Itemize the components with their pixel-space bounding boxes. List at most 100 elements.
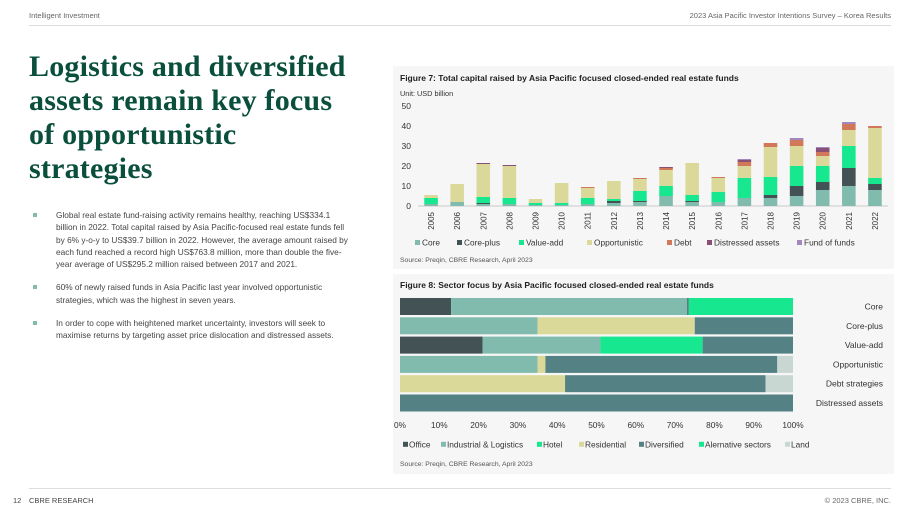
bar-segment bbox=[763, 198, 778, 206]
bar-segment bbox=[502, 166, 517, 198]
bar-segment bbox=[400, 394, 793, 412]
bar-segment bbox=[815, 166, 830, 182]
bar-segment bbox=[633, 178, 647, 179]
bar-segment bbox=[815, 190, 830, 206]
page-number: 12 bbox=[13, 496, 22, 505]
bar-segment bbox=[502, 165, 517, 166]
footer-divider bbox=[29, 488, 891, 489]
legend-label: Core bbox=[422, 238, 440, 248]
legend-swatch bbox=[785, 441, 790, 447]
x-tick-label: 80% bbox=[706, 420, 723, 430]
bar-segment bbox=[607, 203, 621, 206]
bar-segment bbox=[659, 168, 673, 170]
bar-segment bbox=[537, 317, 695, 335]
x-tick-label: 20% bbox=[470, 420, 487, 430]
bar-segment bbox=[424, 195, 438, 198]
bar-segment bbox=[580, 188, 595, 198]
bar-segment bbox=[476, 204, 491, 206]
bar-segment bbox=[737, 178, 752, 198]
x-tick-label: 2014 bbox=[662, 211, 671, 229]
figure-7-source: Source: Preqin, CBRE Research, April 202… bbox=[400, 257, 533, 264]
legend-label: Debt bbox=[674, 238, 692, 248]
x-tick-label: 0% bbox=[394, 420, 407, 430]
legend-swatch bbox=[587, 240, 592, 245]
bullet-item: In order to cope with heightened market … bbox=[33, 317, 353, 342]
bar-segment bbox=[424, 204, 438, 206]
x-tick-label: 2005 bbox=[427, 211, 436, 229]
bullet-item: 60% of newly raised funds in Asia Pacifi… bbox=[33, 281, 353, 306]
bar-segment bbox=[659, 170, 673, 186]
footer-brand: CBRE RESEARCH bbox=[29, 496, 94, 505]
bar-segment bbox=[842, 186, 856, 206]
bar-segment bbox=[659, 186, 673, 196]
bar-segment bbox=[868, 190, 882, 206]
legend-label: Distressed assets bbox=[714, 238, 779, 248]
legend-swatch bbox=[457, 240, 462, 245]
legend-swatch bbox=[579, 441, 584, 447]
bar-segment bbox=[711, 192, 726, 202]
y-tick-label: 30 bbox=[402, 141, 412, 151]
legend-swatch bbox=[537, 441, 542, 447]
bar-segment bbox=[565, 375, 766, 393]
bar-segment bbox=[842, 168, 856, 186]
header-divider bbox=[29, 25, 891, 26]
bar-segment bbox=[711, 178, 726, 192]
category-label: Core bbox=[865, 302, 884, 312]
bar-segment bbox=[763, 143, 778, 147]
bullet-marker bbox=[33, 213, 37, 217]
bar-segment bbox=[580, 187, 595, 188]
figure-8-title: Figure 8: Sector focus by Asia Pacific f… bbox=[400, 280, 714, 290]
bar-segment bbox=[789, 138, 804, 140]
bar-segment bbox=[763, 195, 778, 198]
legend-swatch bbox=[639, 441, 644, 447]
x-tick-label: 60% bbox=[627, 420, 644, 430]
bar-segment bbox=[868, 178, 882, 184]
bar-segment bbox=[633, 191, 647, 201]
bar-segment bbox=[482, 336, 601, 354]
x-tick-label: 2007 bbox=[479, 211, 488, 229]
bar-segment bbox=[502, 198, 517, 204]
bar-segment bbox=[789, 166, 804, 186]
bar-segment bbox=[737, 198, 752, 206]
bar-segment bbox=[400, 375, 566, 393]
x-tick-label: 100% bbox=[782, 420, 804, 430]
legend-swatch bbox=[403, 441, 408, 447]
bar-segment bbox=[528, 203, 543, 205]
x-tick-label: 10% bbox=[431, 420, 448, 430]
x-tick-label: 2017 bbox=[740, 211, 749, 229]
x-tick-label: 2019 bbox=[793, 211, 802, 229]
bar-segment bbox=[633, 201, 647, 202]
bar-segment bbox=[868, 128, 882, 178]
bar-segment bbox=[400, 317, 538, 335]
bar-segment bbox=[789, 140, 804, 146]
legend-label: Alernative sectors bbox=[705, 439, 771, 449]
legend-label: Fund of funds bbox=[804, 238, 855, 248]
bar-segment bbox=[607, 201, 621, 203]
x-tick-label: 2010 bbox=[558, 211, 567, 229]
bar-segment bbox=[476, 203, 491, 204]
bar-segment bbox=[633, 202, 647, 206]
legend-swatch bbox=[667, 240, 672, 245]
bullet-text: In order to cope with heightened market … bbox=[56, 318, 334, 341]
bar-segment bbox=[476, 163, 491, 164]
bar-segment bbox=[685, 163, 699, 195]
bar-segment bbox=[737, 159, 752, 160]
bar-segment bbox=[711, 202, 726, 206]
bar-segment bbox=[554, 183, 569, 203]
y-tick-label: 40 bbox=[402, 121, 412, 131]
x-tick-label: 2021 bbox=[845, 211, 854, 229]
bullet-list: Global real estate fund-raising activity… bbox=[33, 209, 353, 353]
category-label: Core-plus bbox=[846, 321, 883, 331]
bar-segment bbox=[685, 195, 699, 201]
bar-segment bbox=[842, 122, 856, 124]
legend-swatch bbox=[519, 240, 524, 245]
figure-7-chart: 0 10 20 30 40 50 2005 2006 2007 2008 2009 2010 2011 2… bbox=[402, 101, 888, 248]
x-tick-label: 2013 bbox=[636, 211, 645, 229]
legend-label: Value-add bbox=[526, 238, 564, 248]
legend-label: Office bbox=[409, 439, 431, 449]
bar-segment bbox=[702, 336, 793, 354]
legend-label: Land bbox=[791, 439, 810, 449]
bar-segment bbox=[765, 375, 793, 393]
legend-label: Hotel bbox=[543, 439, 563, 449]
y-tick-label: 10 bbox=[402, 181, 412, 191]
